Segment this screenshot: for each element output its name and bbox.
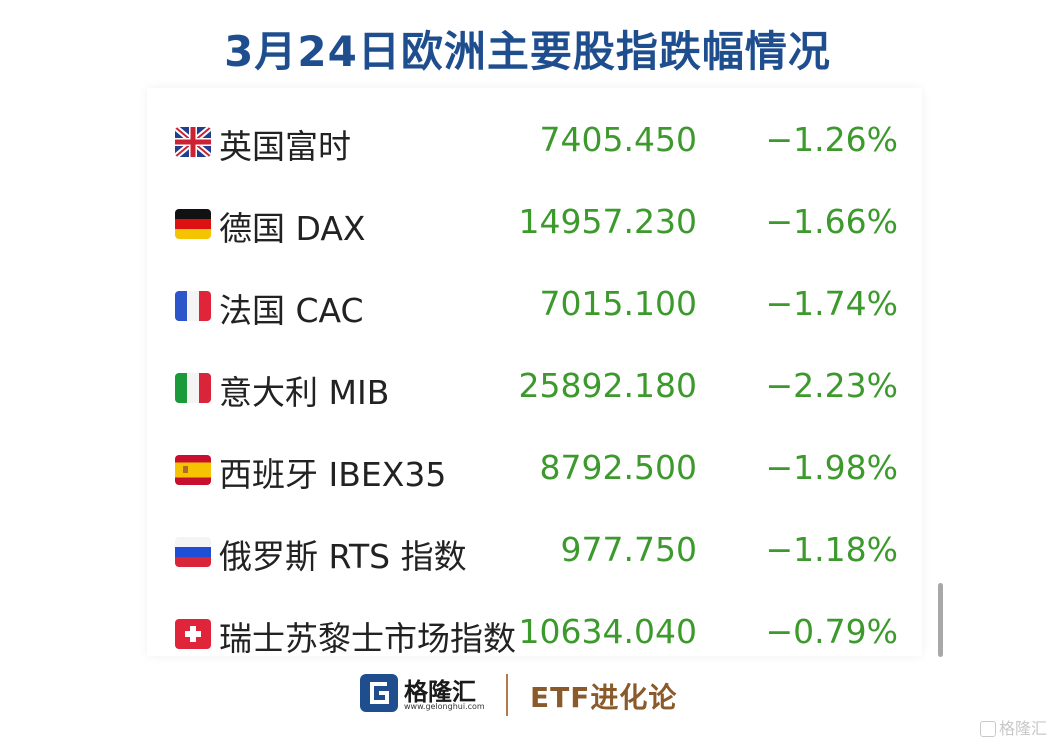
index-value: 977.750 [560, 530, 697, 569]
index-value: 7405.450 [539, 120, 697, 159]
logo-text: 格隆汇 [404, 678, 476, 706]
watermark-text: 格隆汇 [998, 719, 1047, 738]
index-value: 10634.040 [518, 612, 697, 651]
index-change: −2.23% [765, 366, 898, 405]
russia-flag-icon [175, 537, 211, 567]
index-change: −1.66% [765, 202, 898, 241]
index-change: −0.79% [765, 612, 898, 651]
index-change: −1.74% [765, 284, 898, 323]
gelonghui-logo-icon [360, 674, 398, 712]
index-name: 西班牙 IBEX35 [219, 455, 447, 494]
index-value: 7015.100 [539, 284, 697, 323]
germany-flag-icon [175, 209, 211, 239]
spain-flag-icon [175, 455, 211, 485]
footer-divider [506, 674, 508, 716]
list-item: 法国 CAC 7015.100 −1.74% [147, 258, 922, 340]
italy-flag-icon [175, 373, 211, 403]
logo-url: www.gelonghui.com [404, 702, 485, 711]
index-value: 14957.230 [518, 202, 697, 241]
switzerland-flag-icon [175, 619, 211, 649]
index-change: −1.18% [765, 530, 898, 569]
list-item: 西班牙 IBEX35 8792.500 −1.98% [147, 422, 922, 504]
page-title: 3月24日欧洲主要股指跌幅情况 [224, 27, 831, 76]
list-item: 英国富时 7405.450 −1.26% [147, 94, 922, 176]
index-name: 德国 DAX [219, 209, 366, 248]
index-change: −1.98% [765, 448, 898, 487]
index-value: 25892.180 [518, 366, 697, 405]
watermark: 格隆汇 [979, 715, 1047, 739]
uk-flag-icon [175, 127, 211, 157]
index-value: 8792.500 [539, 448, 697, 487]
list-item: 瑞士苏黎士市场指数 10634.040 −0.79% [147, 586, 922, 668]
watermark-logo-icon [979, 721, 996, 737]
index-change: −1.26% [765, 120, 898, 159]
brand-name: ETF进化论 [530, 681, 678, 714]
index-list: 英国富时 7405.450 −1.26% 德国 DAX 14957.230 −1… [147, 88, 922, 658]
index-name: 俄罗斯 RTS 指数 [219, 537, 467, 576]
scrollbar[interactable] [938, 583, 943, 657]
france-flag-icon [175, 291, 211, 321]
list-item: 德国 DAX 14957.230 −1.66% [147, 176, 922, 258]
index-name: 意大利 MIB [219, 373, 390, 412]
index-name: 英国富时 [219, 127, 351, 166]
index-name: 瑞士苏黎士市场指数 [219, 619, 516, 658]
list-item: 意大利 MIB 25892.180 −2.23% [147, 340, 922, 422]
index-name: 法国 CAC [219, 291, 364, 330]
gelonghui-logo: 格隆汇 www.gelonghui.com [360, 672, 490, 716]
list-item: 俄罗斯 RTS 指数 977.750 −1.18% [147, 504, 922, 586]
